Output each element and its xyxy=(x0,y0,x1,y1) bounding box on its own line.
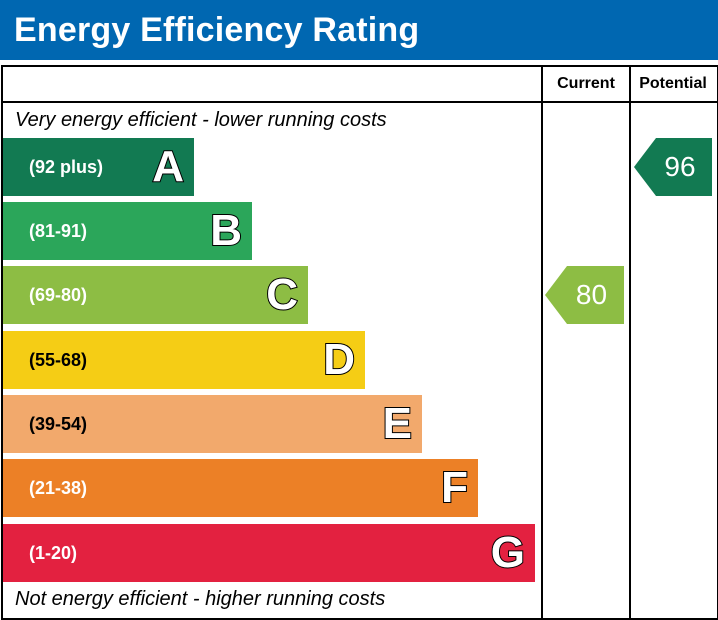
band-a: (92 plus) A xyxy=(3,138,194,196)
potential-arrow-shape xyxy=(634,138,712,196)
band-letter: G xyxy=(490,527,526,578)
band-d: (55-68) D xyxy=(3,331,365,389)
band-range-label: (39-54) xyxy=(29,414,88,434)
divider-potential xyxy=(629,65,631,618)
band-range-label: (21-38) xyxy=(29,478,88,498)
band-letter: C xyxy=(265,269,299,320)
band-range-label: (69-80) xyxy=(29,285,88,305)
bottom-note: Not energy efficient - higher running co… xyxy=(15,588,386,610)
top-note: Very energy efficient - lower running co… xyxy=(15,109,387,131)
band-e: (39-54) E xyxy=(3,395,422,453)
current-rating-marker: 80 xyxy=(545,266,624,324)
current-column-header: Current xyxy=(557,75,615,92)
band-range-label: (81-91) xyxy=(29,221,88,241)
band-b: (81-91) B xyxy=(3,202,252,260)
band-f: (21-38) F xyxy=(3,459,478,517)
band-range-label: (92 plus) xyxy=(29,157,104,177)
header-bar: Energy Efficiency Rating xyxy=(0,0,718,60)
page-title: Energy Efficiency Rating xyxy=(14,11,420,49)
band-g: (1-20) G xyxy=(3,524,535,582)
band-c: (69-80) C xyxy=(3,266,308,324)
potential-rating-value: 96 xyxy=(664,151,696,182)
band-letter: E xyxy=(382,398,413,449)
band-range-label: (1-20) xyxy=(29,543,78,563)
current-arrow-shape xyxy=(545,266,624,324)
band-letter: B xyxy=(209,205,243,256)
band-range-label: (55-68) xyxy=(29,350,88,370)
potential-column-header: Potential xyxy=(639,75,707,92)
band-letter: D xyxy=(322,334,356,385)
potential-rating-marker: 96 xyxy=(634,138,712,196)
current-rating-value: 80 xyxy=(575,279,608,310)
divider-current xyxy=(541,65,543,618)
header-divider xyxy=(1,101,717,103)
band-letter: A xyxy=(151,141,185,192)
band-letter: F xyxy=(440,462,469,513)
